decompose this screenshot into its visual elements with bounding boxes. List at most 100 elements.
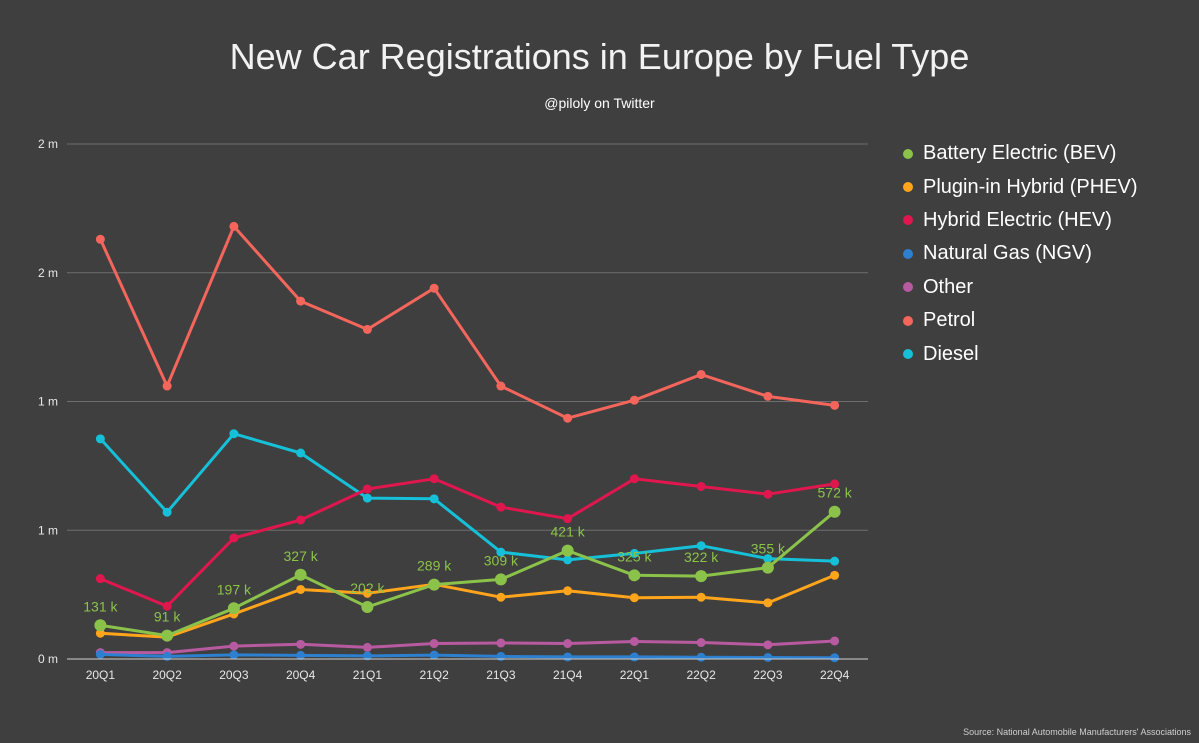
data-point xyxy=(294,568,307,581)
data-point xyxy=(95,234,105,244)
data-point xyxy=(429,639,439,649)
data-point xyxy=(362,493,372,503)
data-point xyxy=(362,651,372,661)
data-point xyxy=(296,296,306,306)
legend-swatch xyxy=(903,215,913,226)
data-point xyxy=(429,283,439,293)
y-tick-label: 0 m xyxy=(38,652,58,666)
x-tick-label: 21Q1 xyxy=(353,668,383,682)
data-point xyxy=(296,650,306,660)
data-label: 355 k xyxy=(751,541,786,557)
data-point xyxy=(496,638,506,648)
legend-item: Petrol xyxy=(903,304,1138,337)
data-point xyxy=(361,600,374,613)
data-point xyxy=(696,541,706,551)
legend-label: Other xyxy=(923,275,974,298)
x-tick-label: 22Q3 xyxy=(753,668,783,682)
data-point xyxy=(162,651,172,661)
y-tick-label: 1 m xyxy=(38,523,58,537)
series-line xyxy=(99,432,835,563)
data-point xyxy=(496,651,506,661)
data-point xyxy=(763,391,773,401)
data-point xyxy=(563,639,573,649)
data-point xyxy=(429,474,439,484)
data-point xyxy=(95,434,105,444)
data-point xyxy=(229,221,239,231)
data-point xyxy=(763,554,773,564)
data-label: 327 k xyxy=(284,548,319,564)
x-tick-label: 22Q4 xyxy=(820,668,850,682)
series-line xyxy=(99,477,835,608)
legend-label: Petrol xyxy=(923,309,976,332)
data-point xyxy=(296,515,306,525)
data-point xyxy=(429,494,439,504)
data-point xyxy=(496,592,506,602)
data-point xyxy=(830,570,840,580)
series-line xyxy=(100,639,835,655)
data-point xyxy=(428,578,441,591)
legend-label: Plugin-in Hybrid (PHEV) xyxy=(923,175,1138,198)
data-point xyxy=(227,602,240,615)
data-point xyxy=(830,479,840,489)
data-point xyxy=(830,556,840,566)
series-line xyxy=(100,573,836,639)
legend-swatch xyxy=(903,315,913,326)
legend-label: Diesel xyxy=(923,342,979,365)
legend-swatch xyxy=(903,248,913,259)
y-tick-label: 1 m xyxy=(38,395,58,409)
legend-swatch xyxy=(903,349,913,360)
data-point xyxy=(696,369,706,379)
x-tick-label: 22Q1 xyxy=(620,668,650,682)
data-point xyxy=(563,652,573,662)
data-label: 325 k xyxy=(617,548,652,564)
data-point xyxy=(629,652,639,662)
x-tick-label: 20Q1 xyxy=(86,668,116,682)
data-point xyxy=(496,547,506,557)
legend-item: Natural Gas (NGV) xyxy=(903,237,1138,270)
data-point xyxy=(763,598,773,608)
data-point xyxy=(763,640,773,650)
data-point xyxy=(229,641,239,651)
data-point xyxy=(629,548,639,558)
legend-swatch xyxy=(903,182,913,193)
data-label: 197 k xyxy=(217,581,252,597)
data-point xyxy=(563,586,573,596)
data-point xyxy=(830,400,840,410)
data-label: 421 k xyxy=(551,524,586,540)
data-point xyxy=(763,489,773,499)
data-point xyxy=(828,505,841,518)
data-point xyxy=(95,649,105,659)
data-point xyxy=(296,584,306,594)
data-point xyxy=(563,555,573,565)
x-tick-label: 21Q4 xyxy=(553,668,583,682)
series-line xyxy=(100,510,836,638)
data-point xyxy=(561,544,574,557)
series-line xyxy=(99,224,835,420)
data-point xyxy=(229,533,239,543)
data-point xyxy=(629,474,639,484)
data-point xyxy=(362,484,372,494)
data-point xyxy=(362,324,372,334)
data-point xyxy=(296,639,306,649)
data-point xyxy=(830,653,840,663)
data-point xyxy=(563,514,573,524)
chart-title: New Car Registrations in Europe by Fuel … xyxy=(229,36,970,77)
legend-label: Natural Gas (NGV) xyxy=(923,242,1092,265)
legend-label: Battery Electric (BEV) xyxy=(923,142,1117,165)
data-point xyxy=(628,569,641,582)
data-point xyxy=(629,395,639,405)
legend-swatch xyxy=(903,148,913,159)
series-line xyxy=(100,652,835,660)
data-point xyxy=(696,481,706,491)
data-point xyxy=(229,429,239,439)
data-point xyxy=(362,588,372,598)
legend-label: Hybrid Electric (HEV) xyxy=(923,208,1112,231)
x-tick-label: 20Q4 xyxy=(286,668,316,682)
data-point xyxy=(763,652,773,662)
data-point xyxy=(161,629,174,642)
x-tick-label: 21Q3 xyxy=(486,668,516,682)
data-point xyxy=(162,381,172,391)
x-tick-label: 21Q2 xyxy=(419,668,449,682)
data-point xyxy=(162,507,172,517)
